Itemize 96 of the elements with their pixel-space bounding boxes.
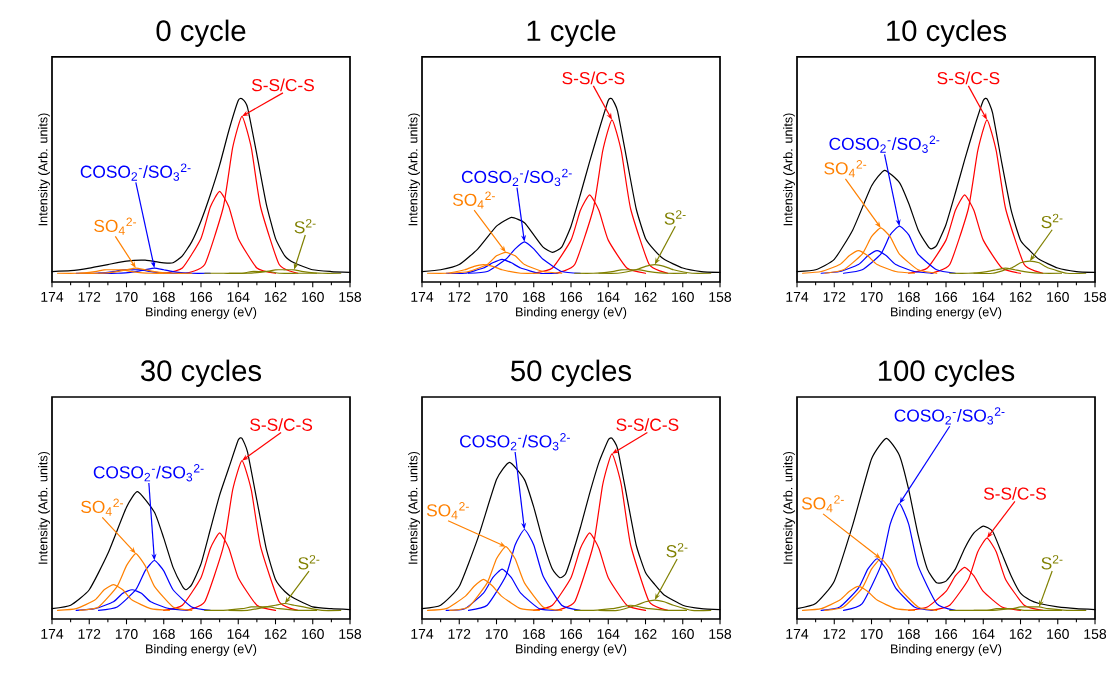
x-tick-label: 164 (597, 292, 620, 302)
x-axis-title: Binding energy (eV) (516, 644, 627, 656)
text: COSO$_{2}$$^{-}$/SO$_{3}$2- (461, 168, 572, 187)
x-tick-label: 166 (935, 629, 958, 639)
x-tick-label: 164 (972, 292, 995, 302)
x-tick-label: 162 (634, 292, 657, 302)
x-tick-label: 160 (302, 629, 324, 639)
text: S-S/C-S (983, 487, 1046, 500)
x-tick-label: 158 (339, 629, 362, 639)
y-axis-title: Intensity (Arb. units) (38, 451, 50, 564)
text: COSO$_{2}$$^{-}$/SO$_{3}$2- (93, 464, 204, 482)
x-tick-label: 172 (823, 292, 846, 302)
x-tick-label: 158 (709, 629, 732, 639)
x-tick-label: 166 (190, 292, 213, 302)
x-axis-title: Binding energy (eV) (891, 644, 1002, 656)
x-tick-label: 174 (411, 292, 434, 302)
x-tick-label: 172 (78, 629, 101, 639)
text: SO$_{4}$2- (452, 191, 495, 209)
series-label: S$^{2-}$ (1041, 213, 1063, 229)
chart-title: 100 cycles (878, 359, 1015, 387)
text: S$^{2-}$ (664, 210, 686, 225)
x-tick-label: 174 (41, 629, 64, 639)
x-tick-label: 158 (1084, 292, 1107, 302)
text: COSO$_{2}$$^{-}$/SO$_{3}$2- (894, 407, 1005, 425)
series-label: S-S/C-S (616, 418, 679, 431)
text: SO$_{4}$2- (426, 502, 469, 520)
x-tick-label: 162 (1009, 629, 1032, 639)
x-tick-label: 170 (860, 292, 883, 302)
chart-title: 30 cycles (140, 359, 262, 387)
x-tick-label: 174 (41, 292, 64, 302)
y-axis-title: Intensity (Arb. units) (783, 113, 795, 226)
x-tick-label: 164 (227, 292, 250, 302)
x-tick-label: 174 (786, 292, 809, 302)
x-tick-label: 170 (115, 292, 138, 302)
x-tick-label: 168 (153, 292, 175, 302)
x-tick-label: 158 (709, 292, 732, 302)
x-tick-label: 168 (523, 629, 545, 639)
text: COSO$_{2}$$^{-}$/SO$_{3}$2- (80, 163, 191, 181)
series-label: S-S/C-S (250, 418, 313, 431)
text: S$^{2-}$ (1041, 554, 1063, 570)
x-tick-label: 166 (190, 629, 213, 639)
x-axis-title: Binding energy (eV) (146, 644, 257, 656)
x-tick-label: 164 (972, 629, 995, 639)
x-tick-label: 170 (860, 629, 883, 639)
text: COSO$_{2}$$^{-}$/SO$_{3}$2- (829, 135, 940, 153)
x-tick-label: 174 (411, 629, 434, 639)
text: COSO$_{2}$$^{-}$/SO$_{3}$2- (460, 433, 570, 451)
x-tick-label: 170 (485, 629, 508, 639)
text: S$^{2-}$ (294, 218, 316, 234)
x-tick-label: 170 (485, 292, 508, 302)
text: S-S/C-S (937, 71, 1000, 85)
x-tick-label: 168 (898, 292, 920, 302)
x-tick-label: 166 (935, 292, 958, 302)
series-label: SO$_{4}$2- (94, 217, 137, 235)
text: SO$_{4}$2- (81, 498, 124, 516)
x-tick-label: 172 (823, 629, 846, 639)
chart-title: 50 cycles (511, 359, 632, 387)
x-tick-label: 172 (78, 292, 101, 302)
x-tick-label: 162 (264, 629, 287, 639)
text: SO$_{4}$2- (824, 160, 867, 178)
x-tick-label: 168 (153, 629, 175, 639)
x-tick-label: 172 (448, 629, 471, 639)
x-tick-label: 160 (672, 292, 694, 302)
chart-title: 10 cycles (887, 19, 1007, 47)
text: S-S/C-S (562, 71, 625, 85)
text: S$^{2-}$ (298, 554, 320, 570)
x-axis-title: Binding energy (eV) (891, 307, 1002, 319)
y-axis-title: Intensity (Arb. units) (38, 113, 50, 226)
text: S$^{2-}$ (666, 542, 688, 558)
x-tick-label: 164 (227, 629, 250, 639)
x-tick-label: 166 (560, 292, 583, 302)
x-tick-label: 160 (1047, 629, 1069, 639)
x-tick-label: 158 (1084, 629, 1107, 639)
x-tick-label: 160 (672, 629, 694, 639)
series-label: S-S/C-S (251, 78, 314, 92)
x-tick-label: 160 (302, 292, 324, 302)
chart-title: 1 cycle (527, 19, 616, 47)
x-tick-label: 172 (448, 292, 471, 302)
y-axis-title: Intensity (Arb. units) (408, 113, 420, 226)
text: SO$_{4}$2- (801, 495, 844, 513)
x-tick-label: 158 (339, 292, 362, 302)
y-axis-title: Intensity (Arb. units) (783, 451, 795, 564)
x-tick-label: 174 (786, 629, 809, 639)
x-axis-title: Binding energy (eV) (516, 307, 627, 319)
chart-title: 0 cycle (156, 19, 246, 47)
x-tick-label: 170 (115, 629, 138, 639)
x-tick-label: 166 (560, 629, 583, 639)
x-tick-label: 162 (634, 629, 657, 639)
x-tick-label: 164 (597, 629, 620, 639)
x-tick-label: 160 (1047, 292, 1069, 302)
y-axis-title: Intensity (Arb. units) (408, 451, 420, 564)
x-tick-label: 168 (523, 292, 545, 302)
x-tick-label: 168 (898, 629, 920, 639)
x-axis-title: Binding energy (eV) (146, 307, 257, 319)
x-tick-label: 162 (264, 292, 287, 302)
x-tick-label: 162 (1009, 292, 1032, 302)
